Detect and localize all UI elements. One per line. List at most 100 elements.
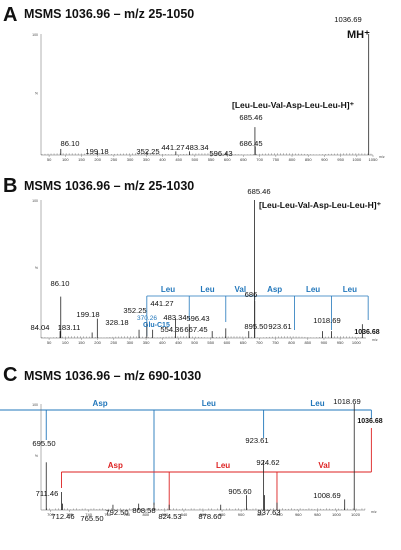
- peak-label-483.34: 483.34: [185, 143, 208, 152]
- peak-label-1018.69: 1018.69: [333, 397, 360, 406]
- sequence-label-b: Leu: [200, 285, 214, 294]
- peak-label-483.34: 483.34: [163, 313, 186, 322]
- x-unit-label: m/z: [371, 510, 377, 514]
- peak-label-686: 686: [245, 290, 258, 299]
- x-tick-label: 960: [295, 512, 302, 517]
- plot-b: 100% 50 100 150 200 250 300 350 400 450 500 550 600 6…: [30, 187, 379, 345]
- blue-sequence-label-c: Leu: [202, 399, 216, 408]
- peak-label-86.10: 86.10: [60, 139, 79, 148]
- x-tick-label: 900: [321, 157, 328, 162]
- x-tick-label: 800: [288, 340, 295, 345]
- annotation-sequence-b: [Leu-Leu-Val-Asp-Leu-Leu-H]⁺: [259, 200, 382, 210]
- sequence-label-b: Leu: [343, 285, 357, 294]
- x-tick-label: 720: [66, 512, 73, 517]
- peak-label-695.50: 695.50: [32, 439, 55, 448]
- panel-letter-c: C: [3, 364, 17, 386]
- peak-label-685.46: 685.46: [239, 113, 262, 122]
- x-tick-label: 750: [272, 340, 279, 345]
- x-tick-label: 300: [127, 340, 134, 345]
- x-tick-label: 350: [143, 157, 150, 162]
- x-tick-label: 650: [240, 340, 247, 345]
- x-tick-label: 950: [337, 340, 344, 345]
- y-unit-label: %: [35, 266, 38, 270]
- panel-a: A MSMS 1036.96 – m/z 25-1050 100% 50 100 15…: [3, 4, 385, 162]
- x-tick-label: 950: [337, 157, 344, 162]
- x-tick-label: 700: [256, 340, 263, 345]
- x-tick-label: 1000: [352, 157, 362, 162]
- x-tick-label: 200: [94, 340, 101, 345]
- overlay-c: Asp Leu Leu Asp Leu Val: [0, 399, 372, 510]
- blue-sequence-label-c: Asp: [93, 399, 108, 408]
- x-tick-label: 980: [314, 512, 321, 517]
- sequence-label-b: Leu: [161, 285, 175, 294]
- x-tick-label: 1000: [332, 512, 342, 517]
- x-tick-label: 100: [62, 157, 69, 162]
- y-tick-label: 100: [32, 33, 38, 37]
- peak-label-895.50: 895.50: [244, 322, 267, 331]
- peak-label-824.53: 824.53: [158, 512, 181, 521]
- x-tick-label: 820: [162, 512, 169, 517]
- x-tick-label: 850: [304, 340, 311, 345]
- sequence-label-b: Asp: [267, 285, 282, 294]
- x-tick-label: 900: [238, 512, 245, 517]
- overlay-b: Leu Leu Val Asp Leu Leu: [146, 285, 369, 336]
- x-tick-label: 500: [191, 340, 198, 345]
- peak-label-905.60: 905.60: [228, 487, 251, 496]
- panel-c: C MSMS 1036.96 – m/z 690-1030 Asp Leu LeuA…: [0, 364, 383, 523]
- peak-label-765.50: 765.50: [80, 514, 103, 523]
- peak-label-667.45: 667.45: [184, 325, 207, 334]
- peak-label-1036.68: 1036.68: [357, 418, 382, 425]
- peak-label-1036.69: 1036.69: [334, 15, 361, 24]
- peak-label-370.26: 370.26: [137, 315, 157, 322]
- x-tick-label: 350: [143, 340, 150, 345]
- x-tick-label: 50: [47, 340, 52, 345]
- x-tick-label: 700: [47, 512, 54, 517]
- x-tick-label: 450: [175, 340, 182, 345]
- x-tick-label: 850: [305, 157, 312, 162]
- peak-label-712.46: 712.46: [51, 512, 74, 521]
- x-tick-label: 740: [85, 512, 92, 517]
- x-tick-label: 840: [181, 512, 188, 517]
- red-sequence-label-c: Val: [318, 461, 330, 470]
- x-unit-label: m/z: [379, 155, 385, 159]
- peak-label-1008.69: 1008.69: [313, 491, 340, 500]
- annotation-mh: MH⁺: [347, 29, 370, 41]
- x-tick-label: 600: [224, 157, 231, 162]
- peak-label-328.18: 328.18: [105, 318, 128, 327]
- peak-label-199.18: 199.18: [85, 147, 108, 156]
- peak-label-84.04: 84.04: [30, 323, 49, 332]
- panel-letter-b: B: [3, 175, 17, 197]
- peak-label-711.46: 711.46: [36, 489, 59, 498]
- panel-title-c: MSMS 1036.96 – m/z 690-1030: [24, 369, 201, 383]
- peak-label-924.62: 924.62: [256, 458, 279, 467]
- panel-title-a: MSMS 1036.96 – m/z 25-1050: [24, 7, 194, 21]
- x-tick-label: 550: [208, 157, 215, 162]
- x-tick-label: 550: [207, 340, 214, 345]
- x-unit-label: m/z: [372, 338, 378, 342]
- annotation-sequence-a: [Leu-Leu-Val-Asp-Leu-Leu-H]⁺: [232, 100, 355, 110]
- peak-label-554.36: 554.36: [160, 325, 183, 334]
- sequence-label-b: Val: [234, 285, 246, 294]
- panel-title-b: MSMS 1036.96 – m/z 25-1030: [24, 179, 194, 193]
- x-tick-label: 1000: [352, 340, 362, 345]
- peak-label-923.61: 923.61: [245, 436, 268, 445]
- peak-label-441.27: 441.27: [150, 299, 173, 308]
- x-tick-label: 760: [104, 512, 111, 517]
- x-tick-label: 900: [321, 340, 328, 345]
- peak-label-199.18: 199.18: [76, 310, 99, 319]
- panel-letter-a: A: [3, 4, 17, 26]
- x-tick-label: 100: [62, 340, 69, 345]
- y-tick-label: 100: [32, 199, 38, 203]
- x-tick-label: 880: [219, 512, 226, 517]
- peak-label-1036.68: 1036.68: [354, 329, 379, 336]
- x-tick-label: 200: [94, 157, 101, 162]
- red-sequence-label-c: Leu: [216, 461, 230, 470]
- x-tick-label: 860: [200, 512, 207, 517]
- peak-label-441.27: 441.27: [161, 143, 184, 152]
- y-unit-label: %: [35, 454, 38, 458]
- y-tick-label: 100: [32, 403, 38, 407]
- plot-c: 100% 700 720 740 760 780 800 820 840 860 880 900 920…: [32, 397, 383, 523]
- x-tick-label: 940: [276, 512, 283, 517]
- peak-label-596.43: 596.43: [186, 314, 209, 323]
